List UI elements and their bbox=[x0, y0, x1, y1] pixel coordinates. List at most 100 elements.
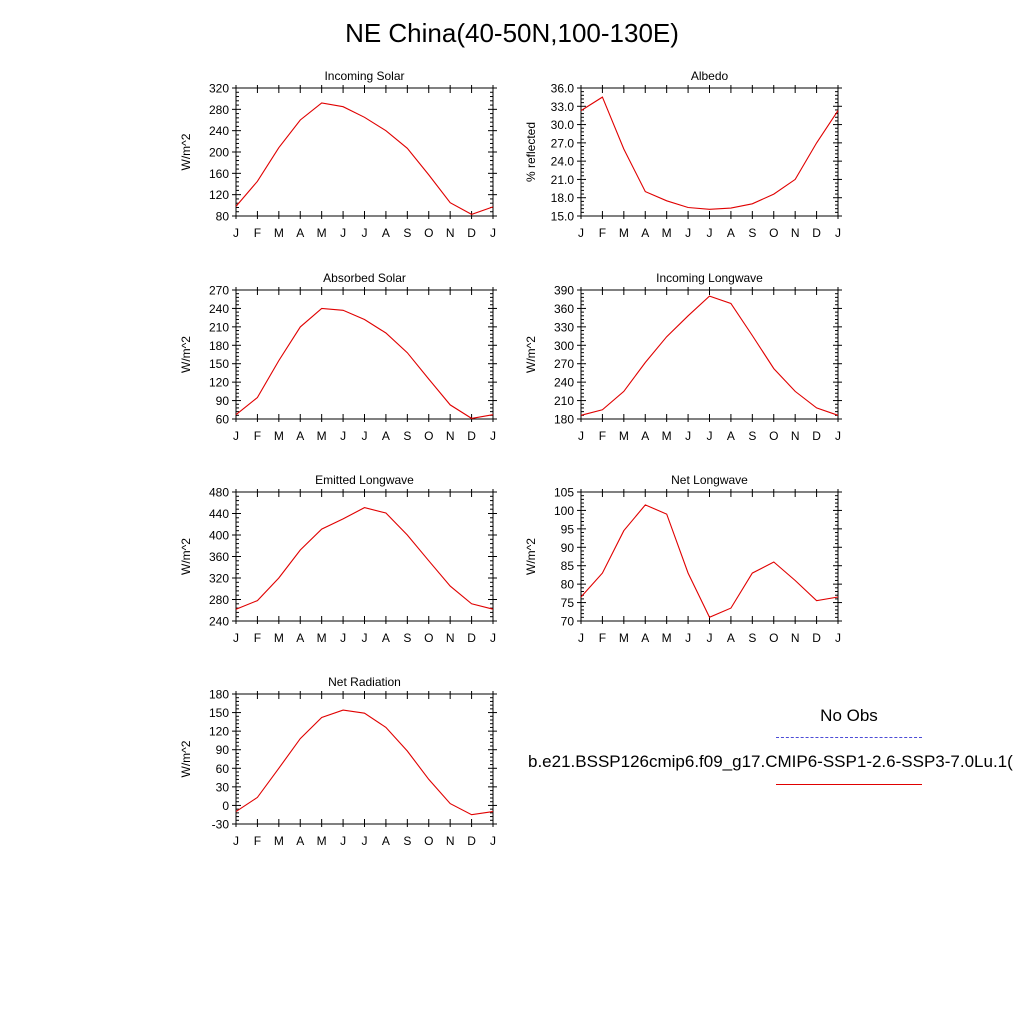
x-tick-label: S bbox=[403, 226, 411, 240]
x-tick-label: J bbox=[578, 226, 584, 240]
data-point bbox=[773, 561, 775, 563]
data-point bbox=[342, 309, 344, 311]
y-tick-label: 105 bbox=[554, 486, 574, 500]
y-tick-label: 390 bbox=[554, 284, 574, 298]
data-point bbox=[687, 315, 689, 317]
data-point bbox=[235, 810, 237, 812]
x-tick-label: J bbox=[490, 834, 496, 848]
y-tick-label: 60 bbox=[216, 413, 230, 427]
data-point bbox=[580, 596, 582, 598]
series-line bbox=[235, 507, 494, 610]
y-tick-label: 180 bbox=[209, 339, 229, 353]
data-point bbox=[428, 560, 430, 562]
data-point bbox=[470, 603, 472, 605]
y-tick-label: 480 bbox=[209, 486, 229, 500]
x-tick-label: D bbox=[812, 631, 821, 645]
y-tick-label: 36.0 bbox=[551, 82, 575, 96]
data-point bbox=[449, 585, 451, 587]
data-point bbox=[385, 726, 387, 728]
y-tick-label: 150 bbox=[209, 706, 229, 720]
x-tick-label: J bbox=[685, 631, 691, 645]
data-point bbox=[751, 572, 753, 574]
data-point bbox=[256, 396, 258, 398]
data-point bbox=[363, 712, 365, 714]
data-point bbox=[492, 414, 494, 416]
y-tick-label: 120 bbox=[209, 376, 229, 390]
x-tick-label: M bbox=[317, 631, 327, 645]
data-point bbox=[363, 116, 365, 118]
data-point bbox=[320, 716, 322, 718]
data-point bbox=[815, 142, 817, 144]
y-axis-label: W/m^2 bbox=[179, 133, 193, 170]
data-point bbox=[644, 504, 646, 506]
y-axis-label: W/m^2 bbox=[179, 740, 193, 777]
x-tick-label: S bbox=[748, 631, 756, 645]
data-point bbox=[385, 332, 387, 334]
series-line bbox=[580, 96, 839, 210]
x-tick-label: J bbox=[233, 631, 239, 645]
plot-frame bbox=[235, 87, 494, 217]
x-tick-label: F bbox=[599, 226, 606, 240]
plot-title: Emitted Longwave bbox=[315, 473, 414, 487]
data-point bbox=[644, 190, 646, 192]
data-point bbox=[256, 599, 258, 601]
x-tick-label: J bbox=[685, 226, 691, 240]
data-point bbox=[449, 201, 451, 203]
x-tick-label: M bbox=[274, 631, 284, 645]
data-point bbox=[837, 109, 839, 111]
y-tick-label: 15.0 bbox=[551, 210, 575, 224]
x-tick-label: J bbox=[490, 226, 496, 240]
y-tick-label: 33.0 bbox=[551, 100, 575, 114]
x-tick-label: A bbox=[296, 429, 304, 443]
data-point bbox=[235, 414, 237, 416]
x-tick-label: J bbox=[233, 429, 239, 443]
x-tick-label: N bbox=[791, 429, 800, 443]
data-point bbox=[299, 549, 301, 551]
y-tick-label: 210 bbox=[554, 394, 574, 408]
data-point bbox=[837, 414, 839, 416]
x-tick-label: S bbox=[403, 631, 411, 645]
plot-title: Net Radiation bbox=[328, 675, 401, 689]
data-point bbox=[428, 174, 430, 176]
data-point bbox=[665, 200, 667, 202]
plot-frame bbox=[580, 491, 839, 622]
data-point bbox=[644, 361, 646, 363]
x-tick-label: F bbox=[599, 631, 606, 645]
x-tick-label: M bbox=[317, 429, 327, 443]
data-point bbox=[278, 577, 280, 579]
x-tick-label: A bbox=[382, 429, 390, 443]
data-point bbox=[730, 607, 732, 609]
data-point bbox=[299, 737, 301, 739]
data-point bbox=[492, 608, 494, 610]
data-point bbox=[256, 796, 258, 798]
x-tick-label: J bbox=[707, 429, 713, 443]
x-tick-label: J bbox=[233, 834, 239, 848]
y-tick-label: 0 bbox=[222, 799, 229, 813]
x-tick-label: M bbox=[274, 226, 284, 240]
y-tick-label: 240 bbox=[209, 302, 229, 316]
y-tick-label: 360 bbox=[554, 302, 574, 316]
x-tick-label: J bbox=[490, 429, 496, 443]
x-tick-label: S bbox=[403, 834, 411, 848]
data-point bbox=[815, 600, 817, 602]
x-tick-label: M bbox=[274, 834, 284, 848]
plot-frame bbox=[580, 289, 839, 420]
x-tick-label: D bbox=[812, 429, 821, 443]
x-tick-label: D bbox=[467, 429, 476, 443]
series-line bbox=[235, 709, 494, 816]
y-tick-label: 95 bbox=[561, 522, 575, 536]
y-tick-label: 240 bbox=[209, 615, 229, 629]
x-tick-label: M bbox=[274, 429, 284, 443]
data-point bbox=[751, 334, 753, 336]
series-line bbox=[580, 295, 839, 416]
plot-title: Incoming Longwave bbox=[656, 271, 763, 285]
data-point bbox=[730, 302, 732, 304]
x-tick-label: D bbox=[467, 226, 476, 240]
x-tick-label: J bbox=[233, 226, 239, 240]
y-tick-label: 300 bbox=[554, 339, 574, 353]
data-point bbox=[687, 206, 689, 208]
y-tick-label: 85 bbox=[561, 559, 575, 573]
